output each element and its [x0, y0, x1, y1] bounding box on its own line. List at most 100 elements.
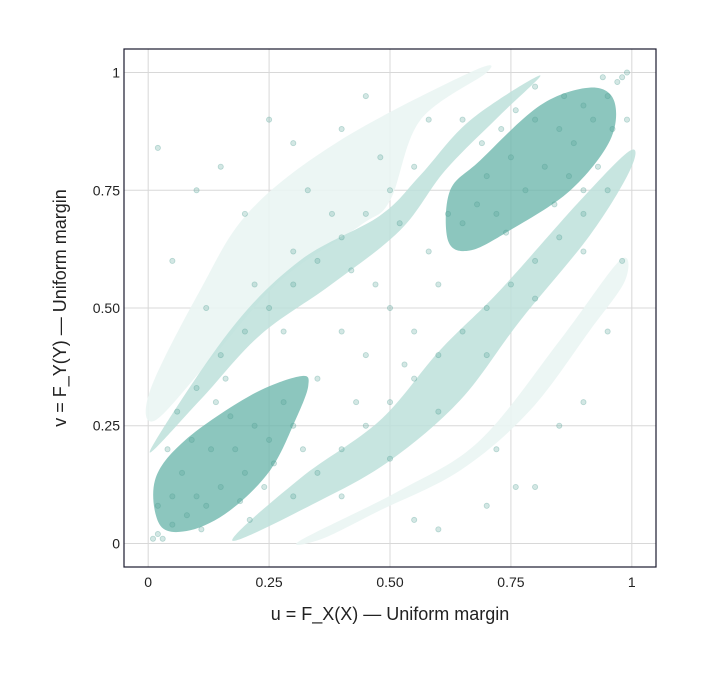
scatter-point [154, 144, 161, 151]
scatter-point [614, 78, 621, 85]
scatter-point [280, 399, 287, 406]
scatter-point [338, 126, 345, 133]
scatter-point [459, 220, 466, 227]
y-tick-label: 0.25 [93, 418, 120, 434]
scatter-point [183, 512, 190, 519]
scatter-point [556, 234, 563, 241]
scatter-point [338, 446, 345, 453]
x-tick-label: 0.75 [497, 574, 524, 590]
scatter-point [599, 74, 606, 81]
scatter-point [435, 526, 442, 533]
scatter-point [290, 422, 297, 429]
scatter-point [532, 257, 539, 264]
scatter-point [179, 469, 186, 476]
scatter-point [261, 483, 268, 490]
scatter-point [290, 140, 297, 147]
scatter-point [246, 516, 253, 523]
x-tick-label: 0 [144, 574, 152, 590]
scatter-point [198, 526, 205, 533]
scatter-point [435, 352, 442, 359]
x-tick-label: 0.25 [255, 574, 282, 590]
scatter-point [266, 116, 273, 123]
scatter-point [290, 493, 297, 500]
scatter-point [570, 140, 577, 147]
scatter-point [474, 201, 481, 208]
scatter-point [251, 281, 258, 288]
scatter-point [459, 328, 466, 335]
scatter-point [551, 201, 558, 208]
scatter-point [150, 535, 157, 542]
scatter-point [478, 140, 485, 147]
scatter-point [304, 187, 311, 194]
scatter-point [498, 126, 505, 133]
scatter-point [290, 248, 297, 255]
scatter-point [396, 220, 403, 227]
scatter-point [483, 352, 490, 359]
scatter-point [386, 399, 393, 406]
x-tick-label: 1 [628, 574, 636, 590]
scatter-point [362, 210, 369, 217]
scatter-point [212, 399, 219, 406]
scatter-point [227, 413, 234, 420]
scatter-point [372, 281, 379, 288]
scatter-point [580, 102, 587, 109]
scatter-point [532, 116, 539, 123]
scatter-point [169, 257, 176, 264]
y-tick-label: 0.75 [93, 182, 120, 198]
scatter-point [594, 163, 601, 170]
scatter-point [609, 126, 616, 133]
scatter-point [193, 385, 200, 392]
scatter-point [401, 361, 408, 368]
scatter-point [493, 446, 500, 453]
density-contour-level-2 [232, 149, 636, 541]
scatter-point [604, 328, 611, 335]
scatter-point [232, 446, 239, 453]
x-tick-label: 0.50 [376, 574, 403, 590]
scatter-point [353, 399, 360, 406]
scatter-point [338, 234, 345, 241]
scatter-point [411, 516, 418, 523]
scatter-point [623, 116, 630, 123]
scatter-point [512, 107, 519, 114]
density-contour-level-3 [153, 375, 309, 533]
scatter-point [314, 257, 321, 264]
scatter-point [386, 455, 393, 462]
scatter-point [266, 436, 273, 443]
scatter-point [222, 375, 229, 382]
scatter-point [565, 173, 572, 180]
scatter-point [507, 281, 514, 288]
scatter-point [217, 352, 224, 359]
y-tick-label: 0 [112, 535, 120, 551]
scatter-point [590, 116, 597, 123]
y-tick-label: 1 [112, 65, 120, 81]
scatter-point [362, 422, 369, 429]
tick-labels: 0 0.25 0.50 0.75 1 0 0.25 0.50 0.75 1 [93, 65, 636, 590]
scatter-point [541, 163, 548, 170]
plot-frame [123, 48, 657, 568]
scatter-point [188, 436, 195, 443]
scatter-point [580, 399, 587, 406]
scatter-point [512, 483, 519, 490]
scatter-points [150, 69, 630, 542]
scatter-point [507, 154, 514, 161]
scatter-point [435, 408, 442, 415]
density-contour-level-1 [296, 257, 629, 545]
scatter-point [362, 93, 369, 100]
scatter-point [483, 304, 490, 311]
scatter-point [314, 375, 321, 382]
scatter-point [217, 483, 224, 490]
scatter-point [580, 187, 587, 194]
scatter-point [386, 304, 393, 311]
scatter-point [241, 210, 248, 217]
scatter-point [266, 304, 273, 311]
x-axis-label: u = F_X(X) — Uniform margin [271, 604, 510, 625]
scatter-point [270, 460, 277, 467]
density-contours [145, 65, 636, 545]
scatter-point [169, 521, 176, 528]
scatter-point [532, 83, 539, 90]
scatter-point [362, 352, 369, 359]
scatter-point [435, 281, 442, 288]
scatter-point [251, 422, 258, 429]
scatter-point [386, 187, 393, 194]
